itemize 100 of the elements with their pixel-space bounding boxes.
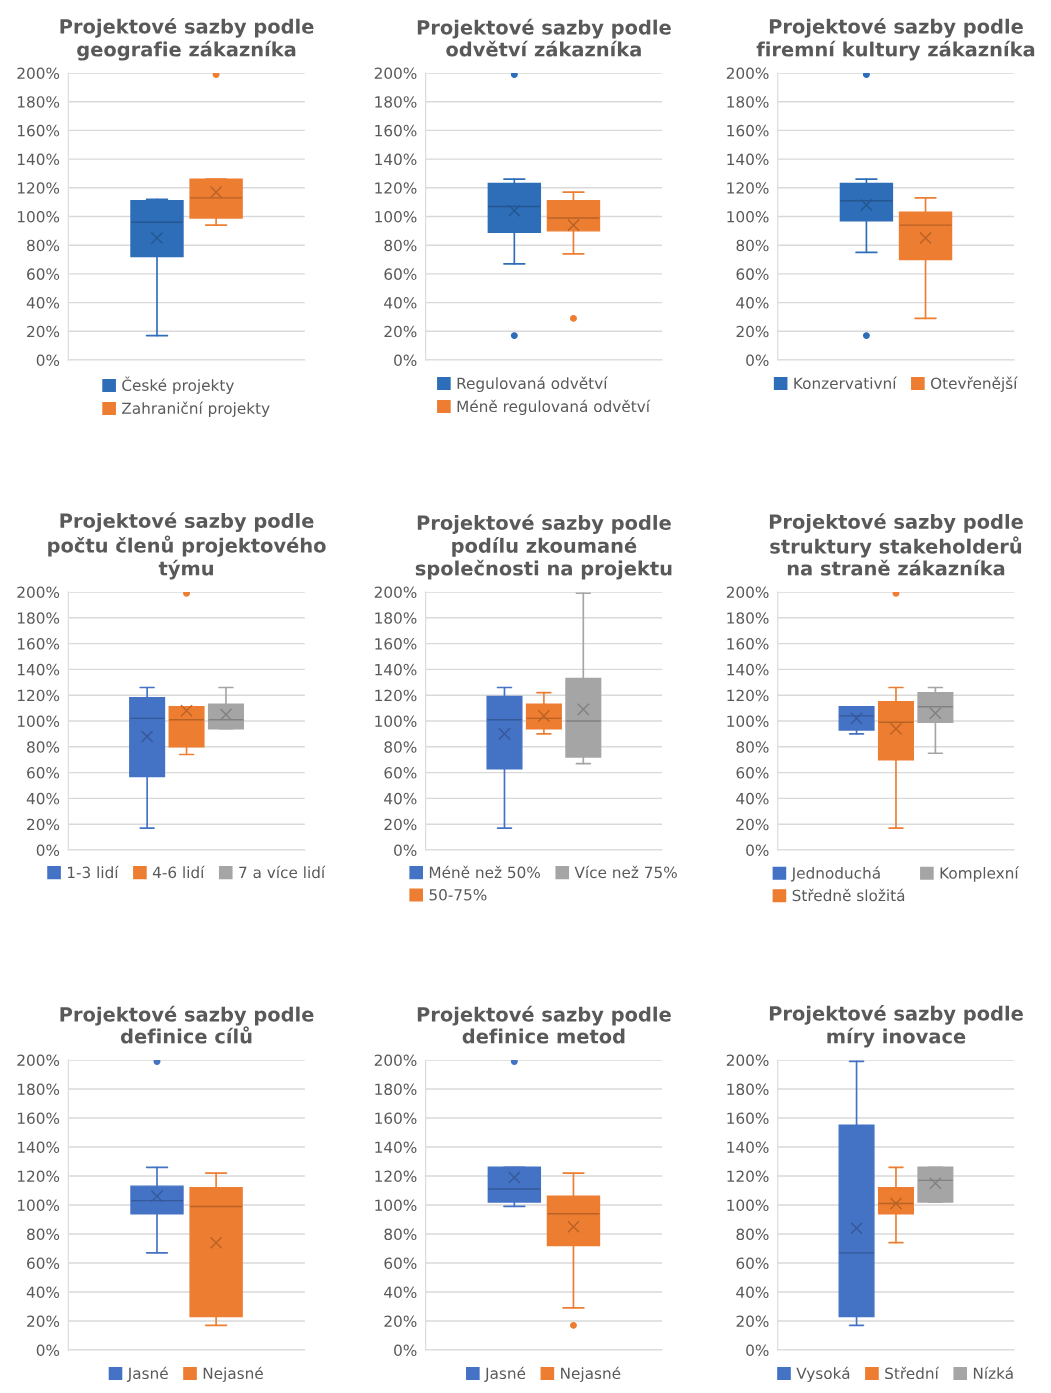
y-tick-label: 180%: [727, 96, 769, 108]
legend-label: Méně regulovaná odvětví: [457, 399, 651, 416]
y-tick-label: 180%: [17, 1083, 60, 1096]
y-tick-label: 200%: [374, 1054, 417, 1067]
y-tick-label: 60%: [384, 1257, 417, 1270]
y-tick-label: 100%: [375, 1199, 417, 1212]
y-tick-label: 60%: [384, 767, 417, 779]
chart-title: Projektové sazby podle geografie zákazníka: [60, 17, 314, 61]
y-tick-label: 0%: [36, 844, 60, 857]
y-tick-label: 40%: [736, 297, 769, 309]
y-tick-label: 160%: [727, 1112, 769, 1125]
legend-label: 4-6 lidí: [152, 865, 205, 879]
y-tick-label: 200%: [726, 586, 769, 599]
y-tick-label: 20%: [384, 325, 417, 338]
chart-title: Projektové sazby podle struktury stakeholderů na straně zákazníka: [769, 513, 1023, 576]
y-tick-label: 200%: [726, 67, 769, 80]
chart-title: Projektové sazby podle míry inovace: [769, 1004, 1023, 1048]
legend-label: Méně než 50%: [429, 865, 540, 879]
y-tick-label: 40%: [26, 297, 60, 309]
y-tick-label: 140%: [17, 663, 60, 676]
chart-title: Projektové sazby podle definice metod: [417, 1005, 671, 1044]
legend-label: Otevřenější: [930, 376, 1018, 393]
y-tick-label: 160%: [375, 638, 417, 650]
y-tick-label: 80%: [27, 239, 60, 252]
y-tick-label: 120%: [375, 1170, 417, 1183]
y-tick-label: 20%: [27, 325, 60, 338]
y-tick-label: 40%: [384, 792, 417, 805]
chart-title: Projektové sazby podle firemní kultury zákazníka: [756, 17, 1035, 61]
y-tick-label: 0%: [36, 354, 60, 367]
y-tick-label: 140%: [375, 1141, 417, 1154]
legend-label: Komplexní: [940, 866, 1020, 882]
chart-title: Projektové sazby podle definice cílů: [60, 1005, 314, 1044]
y-tick-label: 0%: [36, 1344, 60, 1357]
y-tick-label: 40%: [384, 297, 417, 309]
y-tick-label: 20%: [736, 1315, 769, 1328]
y-tick-label: 160%: [375, 124, 417, 137]
y-tick-label: 80%: [384, 1228, 417, 1241]
y-tick-label: 60%: [384, 268, 417, 280]
chart-title: Projektové sazby podle počtu členů projektového týmu: [48, 512, 326, 580]
y-tick-label: 80%: [27, 1228, 60, 1241]
y-tick-label: 80%: [384, 741, 417, 753]
y-tick-label: 80%: [736, 1228, 769, 1241]
y-tick-label: 60%: [736, 1257, 769, 1270]
y-tick-label: 100%: [17, 210, 60, 223]
legend-label: Vysoká: [796, 1366, 850, 1383]
y-tick-label: 100%: [17, 715, 60, 728]
y-tick-label: 200%: [374, 586, 417, 599]
y-tick-label: 120%: [17, 1170, 60, 1183]
legend-label: Zahraniční projekty: [122, 401, 270, 417]
y-tick-label: 180%: [17, 96, 60, 108]
legend-label: Nejasné: [203, 1366, 263, 1383]
y-tick-label: 0%: [746, 354, 769, 367]
y-tick-label: 140%: [727, 1141, 769, 1154]
y-tick-label: 20%: [384, 818, 417, 831]
y-tick-label: 160%: [17, 124, 60, 137]
y-tick-label: 0%: [394, 1344, 417, 1357]
legend-label: Střední: [885, 1366, 940, 1380]
y-tick-label: 60%: [27, 268, 60, 280]
y-tick-label: 0%: [746, 1344, 769, 1357]
y-tick-label: 180%: [375, 96, 417, 108]
y-tick-label: 160%: [375, 1112, 417, 1125]
y-tick-label: 200%: [17, 586, 60, 599]
y-tick-label: 60%: [27, 1257, 60, 1270]
y-tick-label: 180%: [375, 1083, 417, 1096]
y-tick-label: 60%: [736, 767, 769, 779]
y-tick-label: 180%: [17, 612, 60, 624]
legend-label: Jednoduchá: [790, 866, 880, 882]
y-tick-label: 140%: [17, 1141, 60, 1154]
y-tick-label: 100%: [17, 1199, 60, 1212]
y-tick-label: 100%: [375, 715, 417, 728]
y-tick-label: 140%: [727, 663, 769, 676]
y-tick-label: 120%: [17, 182, 60, 194]
y-tick-label: 100%: [727, 715, 769, 728]
y-tick-label: 180%: [727, 612, 769, 624]
y-tick-label: 140%: [375, 153, 417, 166]
legend-label: Nízká: [973, 1366, 1013, 1380]
y-tick-label: 140%: [375, 663, 417, 676]
y-tick-label: 160%: [17, 638, 60, 650]
y-tick-label: 0%: [746, 844, 769, 857]
y-tick-label: 180%: [727, 1083, 769, 1096]
legend-label: České projekty: [122, 376, 234, 394]
legend-label: Nejasné: [561, 1366, 621, 1383]
legend-label: 7 a více lidí: [239, 865, 326, 879]
y-tick-label: 120%: [375, 689, 417, 702]
legend-label: 50-75%: [429, 889, 487, 901]
legend-label: Regulovaná odvětví: [457, 376, 608, 393]
y-tick-label: 60%: [736, 268, 769, 280]
chart-title: Projektové sazby podle podílu zkoumané společnosti na projektu: [415, 514, 672, 580]
y-tick-label: 0%: [394, 354, 417, 367]
y-tick-label: 20%: [27, 1315, 60, 1328]
y-tick-label: 40%: [26, 792, 60, 805]
legend-label: Jasné: [484, 1366, 526, 1382]
y-tick-label: 180%: [375, 612, 417, 624]
y-tick-label: 40%: [736, 792, 769, 805]
y-tick-label: 80%: [736, 741, 769, 753]
y-tick-label: 120%: [375, 182, 417, 194]
y-tick-label: 200%: [17, 67, 60, 80]
y-tick-label: 40%: [26, 1286, 60, 1299]
y-tick-label: 20%: [736, 325, 769, 338]
y-tick-label: 160%: [17, 1112, 60, 1125]
